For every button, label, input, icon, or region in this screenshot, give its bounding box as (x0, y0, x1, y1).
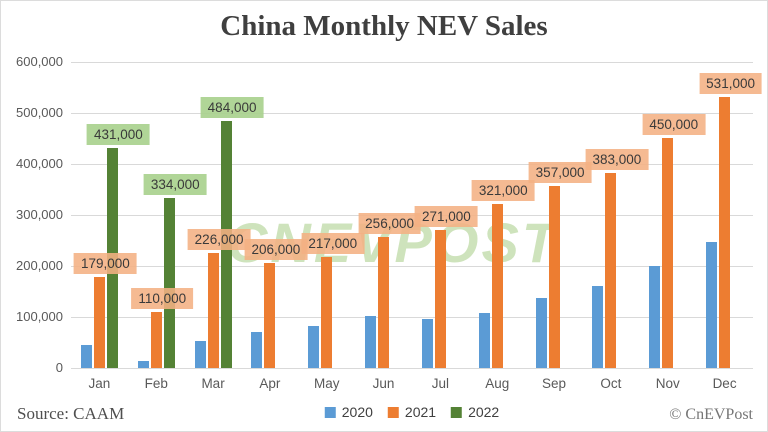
x-tick-label-may: May (313, 376, 340, 391)
data-label-2021-dec: 531,000 (699, 72, 762, 94)
bar-2021-jul (434, 230, 446, 368)
bar-2020-jan (80, 345, 92, 368)
legend-item-2021: 2021 (387, 404, 437, 420)
copyright-note: © CnEVPost (669, 406, 753, 423)
data-label-2022-jan: 431,000 (87, 123, 150, 145)
data-label-2021-jun: 256,000 (358, 212, 421, 234)
legend-label-2021: 2021 (404, 404, 437, 420)
legend-swatch-2020 (324, 406, 336, 418)
legend-item-2022: 2022 (451, 404, 499, 420)
bar-2021-jun (378, 237, 390, 368)
bar-2020-sep (535, 298, 547, 368)
x-tick-label-apr: Apr (259, 376, 281, 391)
data-label-2021-nov: 450,000 (642, 113, 706, 135)
gridline (71, 368, 753, 369)
bar-2021-oct (605, 173, 617, 368)
data-label-2021-oct: 383,000 (585, 148, 649, 170)
bar-2021-dec (719, 97, 731, 368)
data-label-2021-feb: 110,000 (131, 287, 194, 309)
y-tick-label: 0 (55, 360, 63, 375)
bar-2021-aug (491, 204, 503, 368)
source-note: Source: CAAM (17, 404, 125, 423)
x-tick-label-jan: Jan (88, 376, 111, 391)
bar-2021-mar (207, 253, 219, 368)
gridline (71, 317, 753, 318)
bar-2021-may (321, 257, 333, 368)
bar-2021-feb (150, 312, 162, 368)
x-tick-label-mar: Mar (201, 376, 225, 391)
chart-title: China Monthly NEV Sales (220, 10, 548, 42)
y-tick-label: 200,000 (16, 258, 63, 273)
x-tick-label-feb: Feb (144, 376, 168, 391)
bar-2021-nov (662, 138, 674, 368)
data-label-2021-jul: 271,000 (415, 205, 478, 227)
y-tick-label: 500,000 (16, 105, 63, 120)
y-tick-label: 400,000 (16, 156, 63, 171)
gridline (71, 266, 753, 267)
bar-2020-oct (592, 286, 604, 368)
bar-2020-jul (421, 319, 433, 368)
data-label-2021-sep: 357,000 (528, 161, 592, 183)
y-tick-label: 600,000 (16, 54, 63, 69)
bar-2020-apr (251, 332, 263, 368)
legend-label-2020: 2020 (341, 404, 373, 420)
bar-2020-mar (194, 341, 206, 368)
plot-area: CNEVPOST 179,000 431,000 110,000 334,000 226… (71, 62, 762, 369)
data-label-2021-apr: 206,000 (244, 238, 308, 260)
data-label-2022-mar: 484,000 (200, 96, 264, 118)
x-tick-label-jun: Jun (372, 376, 395, 391)
x-tick-label-dec: Dec (712, 376, 737, 391)
data-label-2021-mar: 226,000 (187, 228, 251, 250)
gridline (71, 164, 753, 165)
legend-swatch-2022 (451, 406, 463, 418)
x-tick-label-oct: Oct (600, 376, 622, 391)
data-label-2022-feb: 334,000 (143, 173, 207, 195)
bar-2020-nov (649, 266, 661, 368)
bar-2020-dec (706, 242, 718, 368)
legend: 2020 2021 2022 (324, 404, 499, 420)
y-tick-label: 300,000 (16, 207, 63, 222)
legend-item-2020: 2020 (324, 404, 373, 420)
bar-2021-jan (93, 277, 105, 368)
data-label-2021-jan: 179,000 (74, 252, 137, 274)
bar-2021-sep (548, 186, 560, 368)
data-label-2021-aug: 321,000 (471, 179, 535, 201)
gridline (71, 62, 753, 63)
x-tick-label-aug: Aug (485, 376, 510, 391)
data-label-2021-may: 217,000 (301, 232, 365, 254)
legend-swatch-2021 (387, 406, 399, 418)
x-tick-label-sep: Sep (542, 376, 567, 391)
bar-2022-feb (163, 198, 175, 368)
bar-2020-feb (137, 361, 149, 368)
bar-2020-jun (365, 316, 377, 368)
bar-2021-apr (264, 263, 276, 368)
legend-label-2022: 2022 (468, 404, 500, 420)
y-tick-label: 100,000 (16, 309, 63, 324)
x-tick-label-jul: Jul (431, 376, 450, 391)
bar-2020-may (308, 326, 320, 368)
bar-2020-aug (478, 313, 490, 368)
x-tick-label-nov: Nov (655, 376, 680, 391)
gridline (71, 113, 753, 114)
